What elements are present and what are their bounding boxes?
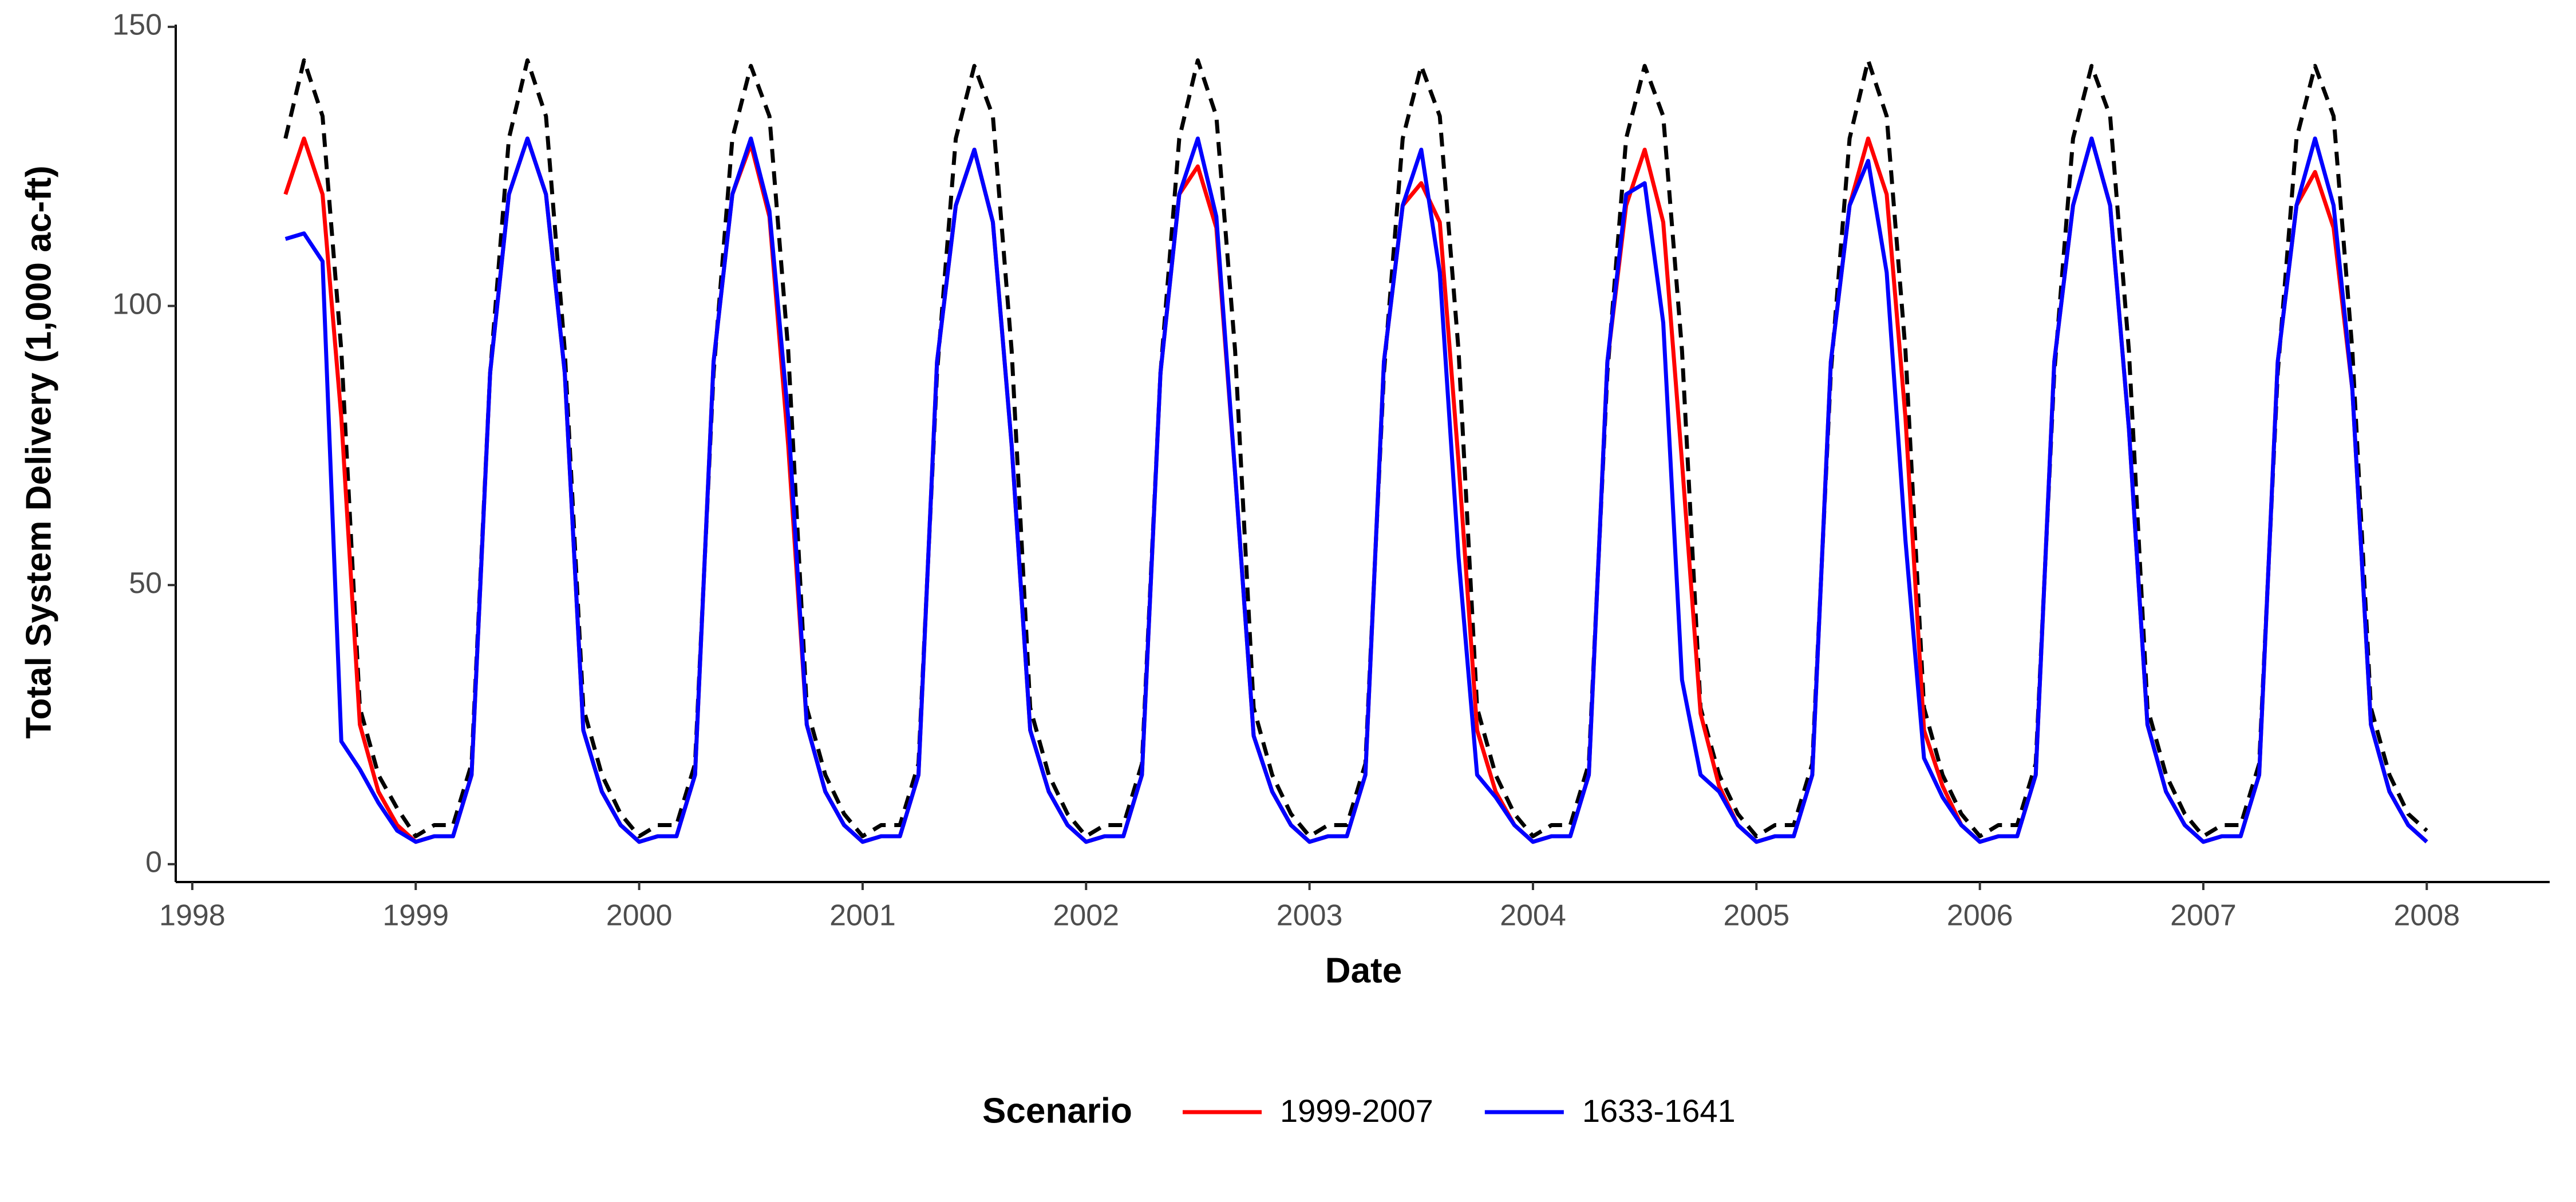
series-line [285, 136, 2428, 844]
y-tick-label: 0 [145, 846, 162, 879]
x-tick-label: 2000 [606, 899, 673, 932]
x-tick-label: 1998 [159, 899, 226, 932]
y-tick-label: 150 [112, 9, 162, 42]
legend-label: 1999-2007 [1280, 1093, 1433, 1129]
x-tick-label: 2001 [829, 899, 896, 932]
legend-label: 1633-1641 [1582, 1093, 1736, 1129]
x-tick-label: 1999 [382, 899, 449, 932]
x-tick-label: 2002 [1053, 899, 1119, 932]
x-tick-label: 2008 [2393, 899, 2460, 932]
legend-title: Scenario [982, 1091, 1132, 1130]
y-axis-title: Total System Delivery (1,000 ac-ft) [19, 165, 58, 739]
x-tick-label: 2003 [1277, 899, 1343, 932]
series-line [283, 58, 2428, 839]
x-tick-label: 2004 [1500, 899, 1566, 932]
x-axis-title: Date [1325, 951, 1402, 990]
x-tick-label: 2005 [1723, 899, 1789, 932]
y-tick-label: 50 [129, 567, 162, 600]
x-tick-label: 2007 [2170, 899, 2237, 932]
x-tick-label: 2006 [1947, 899, 2013, 932]
y-tick-label: 100 [112, 287, 162, 321]
